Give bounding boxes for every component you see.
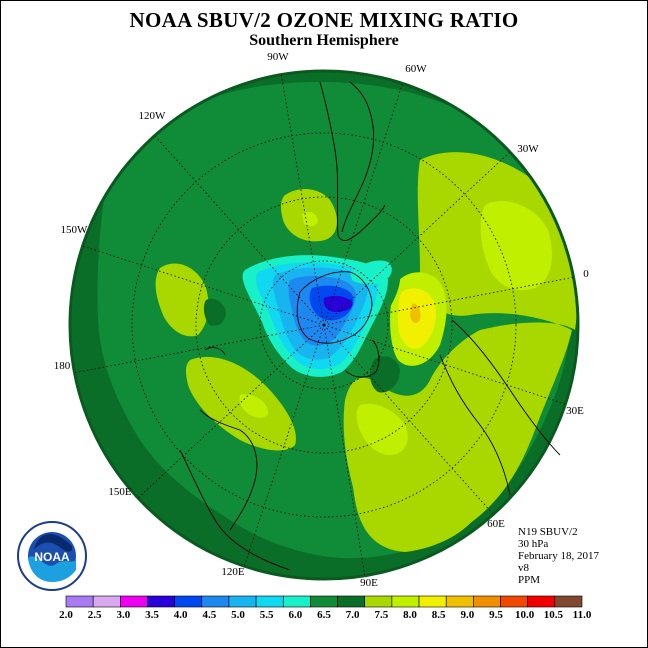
info-level: 30 hPa — [518, 538, 549, 550]
logo-text: NOAA — [34, 550, 70, 564]
lon-label-60e: 60E — [487, 518, 505, 530]
info-date: February 18, 2017 — [518, 550, 599, 562]
page-title: NOAA SBUV/2 OZONE MIXING RATIO — [129, 8, 519, 32]
lon-label-180: 180 — [54, 360, 71, 372]
longitude-labels: 90W 60W 30W 0 30E 60E 90E 120E 150E 180 … — [54, 51, 590, 589]
info-instrument: N19 SBUV/2 — [518, 526, 578, 538]
graticule — [72, 72, 576, 578]
info-version: v8 — [518, 562, 529, 574]
coastlines — [179, 81, 561, 571]
lon-label-60w: 60W — [405, 63, 427, 75]
lon-label-0: 0 — [583, 268, 589, 280]
info-block: N19 SBUV/2 30 hPa February 18, 2017 v8 P… — [518, 526, 599, 586]
lon-label-90w: 90W — [267, 51, 289, 63]
lon-label-120w: 120W — [139, 110, 167, 122]
info-units: PPM — [518, 574, 541, 586]
page-subtitle: Southern Hemisphere — [249, 32, 399, 49]
lon-label-120e: 120E — [221, 566, 245, 578]
noaa-logo: NOAA — [16, 520, 88, 597]
lon-label-30w: 30W — [517, 143, 539, 155]
lon-label-30e: 30E — [566, 405, 584, 417]
lon-label-150w: 150W — [61, 224, 89, 236]
map-boundary — [68, 69, 580, 581]
lon-label-90e: 90E — [360, 577, 378, 589]
lon-label-150e: 150E — [108, 486, 132, 498]
